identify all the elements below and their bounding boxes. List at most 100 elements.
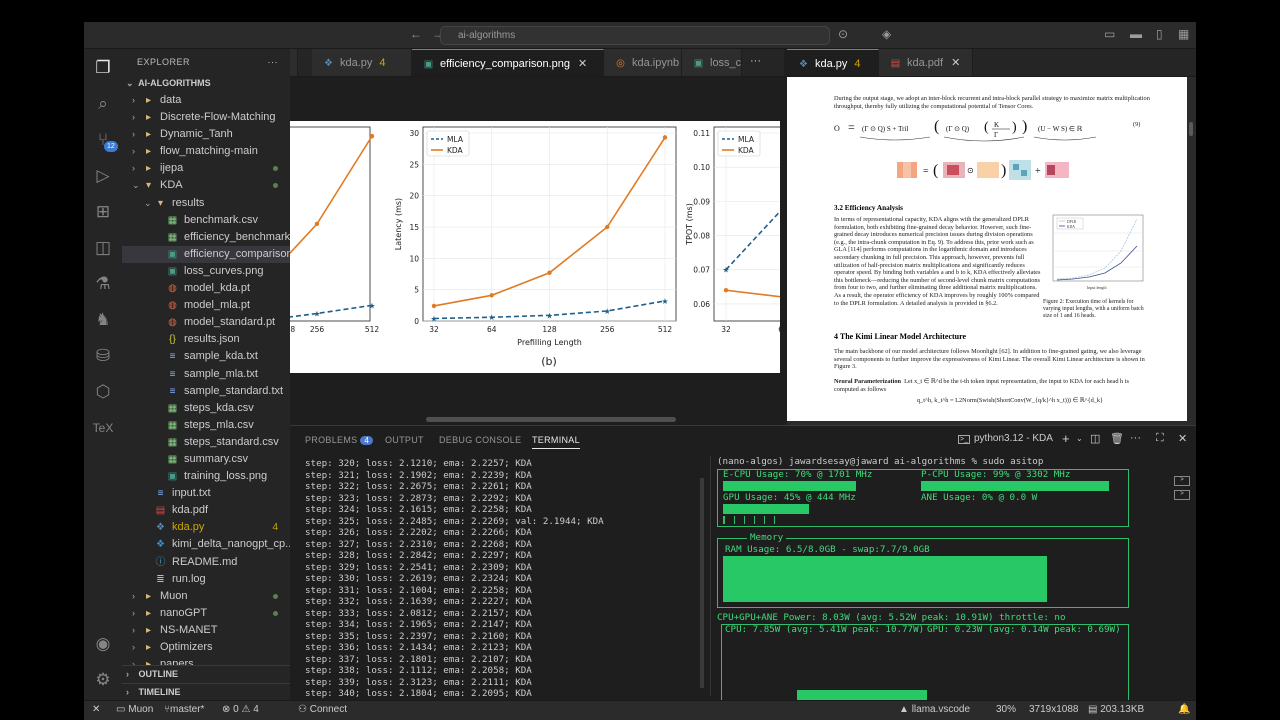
panel-tab-problems[interactable]: PROBLEMS 4 [305, 435, 374, 445]
split-terminal-icon[interactable]: ◫ [1090, 433, 1101, 445]
notifications-bell-icon[interactable]: 🔔 [1178, 704, 1191, 715]
tree-item[interactable]: ❖ kimi_delta_nanogpt_cp... [122, 536, 290, 553]
tree-item[interactable]: ▦ steps_mla.csv [122, 417, 290, 434]
tree-item[interactable]: ≡ input.txt [122, 485, 290, 502]
remote-indicator-icon[interactable]: ✕ [92, 704, 101, 715]
tree-item[interactable]: ⓘ README.md [122, 554, 290, 571]
remote-explorer-icon[interactable]: ◫ [94, 238, 112, 257]
database-icon[interactable]: ⛁ [95, 346, 111, 365]
accounts-icon[interactable]: ◈ [882, 27, 892, 41]
tree-item[interactable]: ≡ sample_mla.txt [122, 366, 290, 383]
terminal-tab-zsh[interactable]: > [1174, 490, 1190, 500]
llama-vscode-status[interactable]: ▲ llama.vscode [899, 704, 970, 715]
close-panel-icon[interactable]: ✕ [1178, 433, 1188, 445]
tree-item[interactable]: ≡ sample_kda.txt [122, 348, 290, 365]
tree-item[interactable]: › ▸ Muon [122, 588, 290, 605]
tree-item[interactable]: › ▸ nanoGPT [122, 605, 290, 622]
kill-terminal-icon[interactable]: 🗑 [1110, 433, 1124, 445]
panel-tab-output[interactable]: OUTPUT [385, 435, 424, 445]
close-tab-icon[interactable]: ✕ [578, 58, 588, 70]
toggle-sidebar-icon[interactable]: ▭ [1104, 27, 1116, 41]
tab-loss-curves[interactable]: ▣ loss_cu [682, 49, 742, 76]
terminal-split-divider[interactable] [710, 456, 711, 696]
workspace-root[interactable]: ⌄ AI-ALGORITHMS [122, 75, 290, 92]
outline-section[interactable]: › OUTLINE [122, 665, 290, 682]
svg-text:O: O [834, 124, 840, 133]
pdf-viewer[interactable]: During the output stage, we adopt an int… [787, 77, 1196, 425]
tree-item[interactable]: ≡ sample_standard.txt [122, 383, 290, 400]
tree-item[interactable]: ▣ efficiency_comparison... [122, 245, 290, 263]
tree-item[interactable]: ▦ benchmark.csv [122, 212, 290, 229]
copilot-icon[interactable]: ⊙ [838, 27, 849, 41]
tree-item[interactable]: ▦ efficiency_benchmark... [122, 229, 290, 246]
tree-item[interactable]: ▣ training_loss.png [122, 468, 290, 485]
tree-item[interactable]: {} results.json [122, 331, 290, 348]
customize-layout-icon[interactable]: ▦ [1178, 27, 1190, 41]
more-tabs-icon[interactable]: ··· [750, 55, 761, 67]
tree-item[interactable]: ▣ loss_curves.png [122, 263, 290, 280]
account-icon[interactable]: ◉ [95, 634, 111, 653]
new-terminal-icon[interactable]: + [1062, 431, 1070, 446]
llama-icon[interactable]: ♞ [95, 310, 111, 329]
close-tab-icon[interactable]: ✕ [951, 57, 961, 69]
tree-item[interactable]: ≣ run.log [122, 571, 290, 588]
tree-item[interactable]: ◍ model_mla.pt [122, 297, 290, 314]
tree-item[interactable]: ▤ kda.pdf [122, 502, 290, 519]
source-control-icon[interactable]: ⑂ 12 [92, 129, 118, 152]
pdf-scrollbar[interactable] [1189, 122, 1193, 136]
tree-item[interactable]: › ▸ Optimizers [122, 639, 290, 656]
tab-kda-ipynb[interactable]: ◎ kda.ipynb [604, 49, 682, 76]
tree-item[interactable]: › ▸ Dynamic_Tanh [122, 126, 290, 143]
tab-kda-py[interactable]: ❖ kda.py 4 [312, 49, 412, 76]
terminal-shell-selector[interactable]: >_ python3.12 - KDA [958, 433, 1053, 444]
tree-item[interactable]: ❖ kda.py 4 [122, 519, 290, 536]
connect-button[interactable]: ⚇ Connect [298, 704, 347, 715]
command-center-label: ai-algorithms [458, 30, 516, 41]
command-center-search[interactable]: ai-algorithms [440, 26, 830, 45]
package-icon[interactable]: ⬡ [95, 382, 111, 401]
tree-item[interactable]: ◍ model_kda.pt [122, 280, 290, 297]
tree-item[interactable]: › ▸ data [122, 92, 290, 109]
tree-item[interactable]: › ▸ flow_matching-main [122, 143, 290, 160]
tab-efficiency-comparison[interactable]: ▣ efficiency_comparison.png ✕ [412, 49, 604, 76]
tree-item[interactable]: › ▸ ijepa [122, 160, 290, 177]
tree-item[interactable]: › ▸ Discrete-Flow-Matching [122, 109, 290, 126]
extensions-icon[interactable]: ⊞ [95, 202, 111, 221]
run-debug-icon[interactable]: ▷ [96, 166, 110, 185]
back-arrow-icon[interactable]: ← [410, 27, 422, 41]
tree-item[interactable]: ▦ steps_standard.csv [122, 434, 290, 451]
terminal-training-log[interactable]: step: 320; loss: 2.1210; ema: 2.2257; KD… [305, 458, 705, 700]
tree-item[interactable]: ⌄ ▾ results [122, 195, 290, 212]
toggle-panel-icon[interactable]: ▬ [1130, 27, 1142, 41]
search-icon[interactable]: ⌕ [98, 94, 108, 113]
tree-item[interactable]: ▦ summary.csv [122, 451, 290, 468]
toggle-secondary-sidebar-icon[interactable]: ▯ [1156, 27, 1163, 41]
tab-kda-pdf[interactable]: ▤ kda.pdf ✕ [879, 49, 973, 76]
settings-gear-icon[interactable]: ⚙ [95, 670, 111, 689]
tree-item[interactable]: ◍ model_standard.pt [122, 314, 290, 331]
maximize-panel-icon[interactable]: ⛶ [1156, 432, 1164, 444]
tex-icon[interactable]: TeX [92, 421, 114, 435]
horizontal-scrollbar[interactable] [426, 417, 676, 422]
panel-tab-debug-console[interactable]: DEBUG CONSOLE [439, 435, 522, 445]
terminal-tab-python[interactable]: > [1174, 476, 1190, 486]
tree-item[interactable]: ⌄ ▾ KDA [122, 177, 290, 194]
branch-indicator[interactable]: ▭ Muon [116, 704, 153, 715]
panel-tab-terminal[interactable]: TERMINAL [532, 435, 580, 449]
image-zoom[interactable]: 30% [996, 704, 1017, 715]
terminal-asitop[interactable]: (nano-algos) jawardsesay@jaward ai-algor… [717, 456, 1196, 712]
tree-item[interactable]: › ▸ NS-MANET [122, 622, 290, 639]
git-branch[interactable]: ⑂master* [164, 704, 204, 715]
problems-indicator[interactable]: ⊗ 0 ⚠ 4 [222, 704, 259, 715]
image-viewer[interactable]: 128 256 512 ★ ★ ★ 0 5 10 15 20 25 30 32 64 128 256 512 ★ ★ ★… [290, 77, 784, 425]
tree-item[interactable]: ▦ steps_kda.csv [122, 400, 290, 417]
explorer-icon[interactable]: ❐ [95, 58, 111, 77]
tab-kda-py-right[interactable]: ❖ kda.py 4 [787, 49, 879, 76]
timeline-section[interactable]: › TIMELINE [122, 683, 290, 700]
more-actions-icon[interactable]: ··· [267, 57, 278, 67]
tab-overflow[interactable] [290, 49, 298, 76]
terminal-dropdown-icon[interactable]: ⌄ [1076, 434, 1083, 443]
more-panel-actions-icon[interactable]: ··· [1130, 432, 1141, 444]
testing-icon[interactable]: ⚗ [95, 274, 111, 293]
terminal-left-scrollbar[interactable] [700, 478, 704, 688]
